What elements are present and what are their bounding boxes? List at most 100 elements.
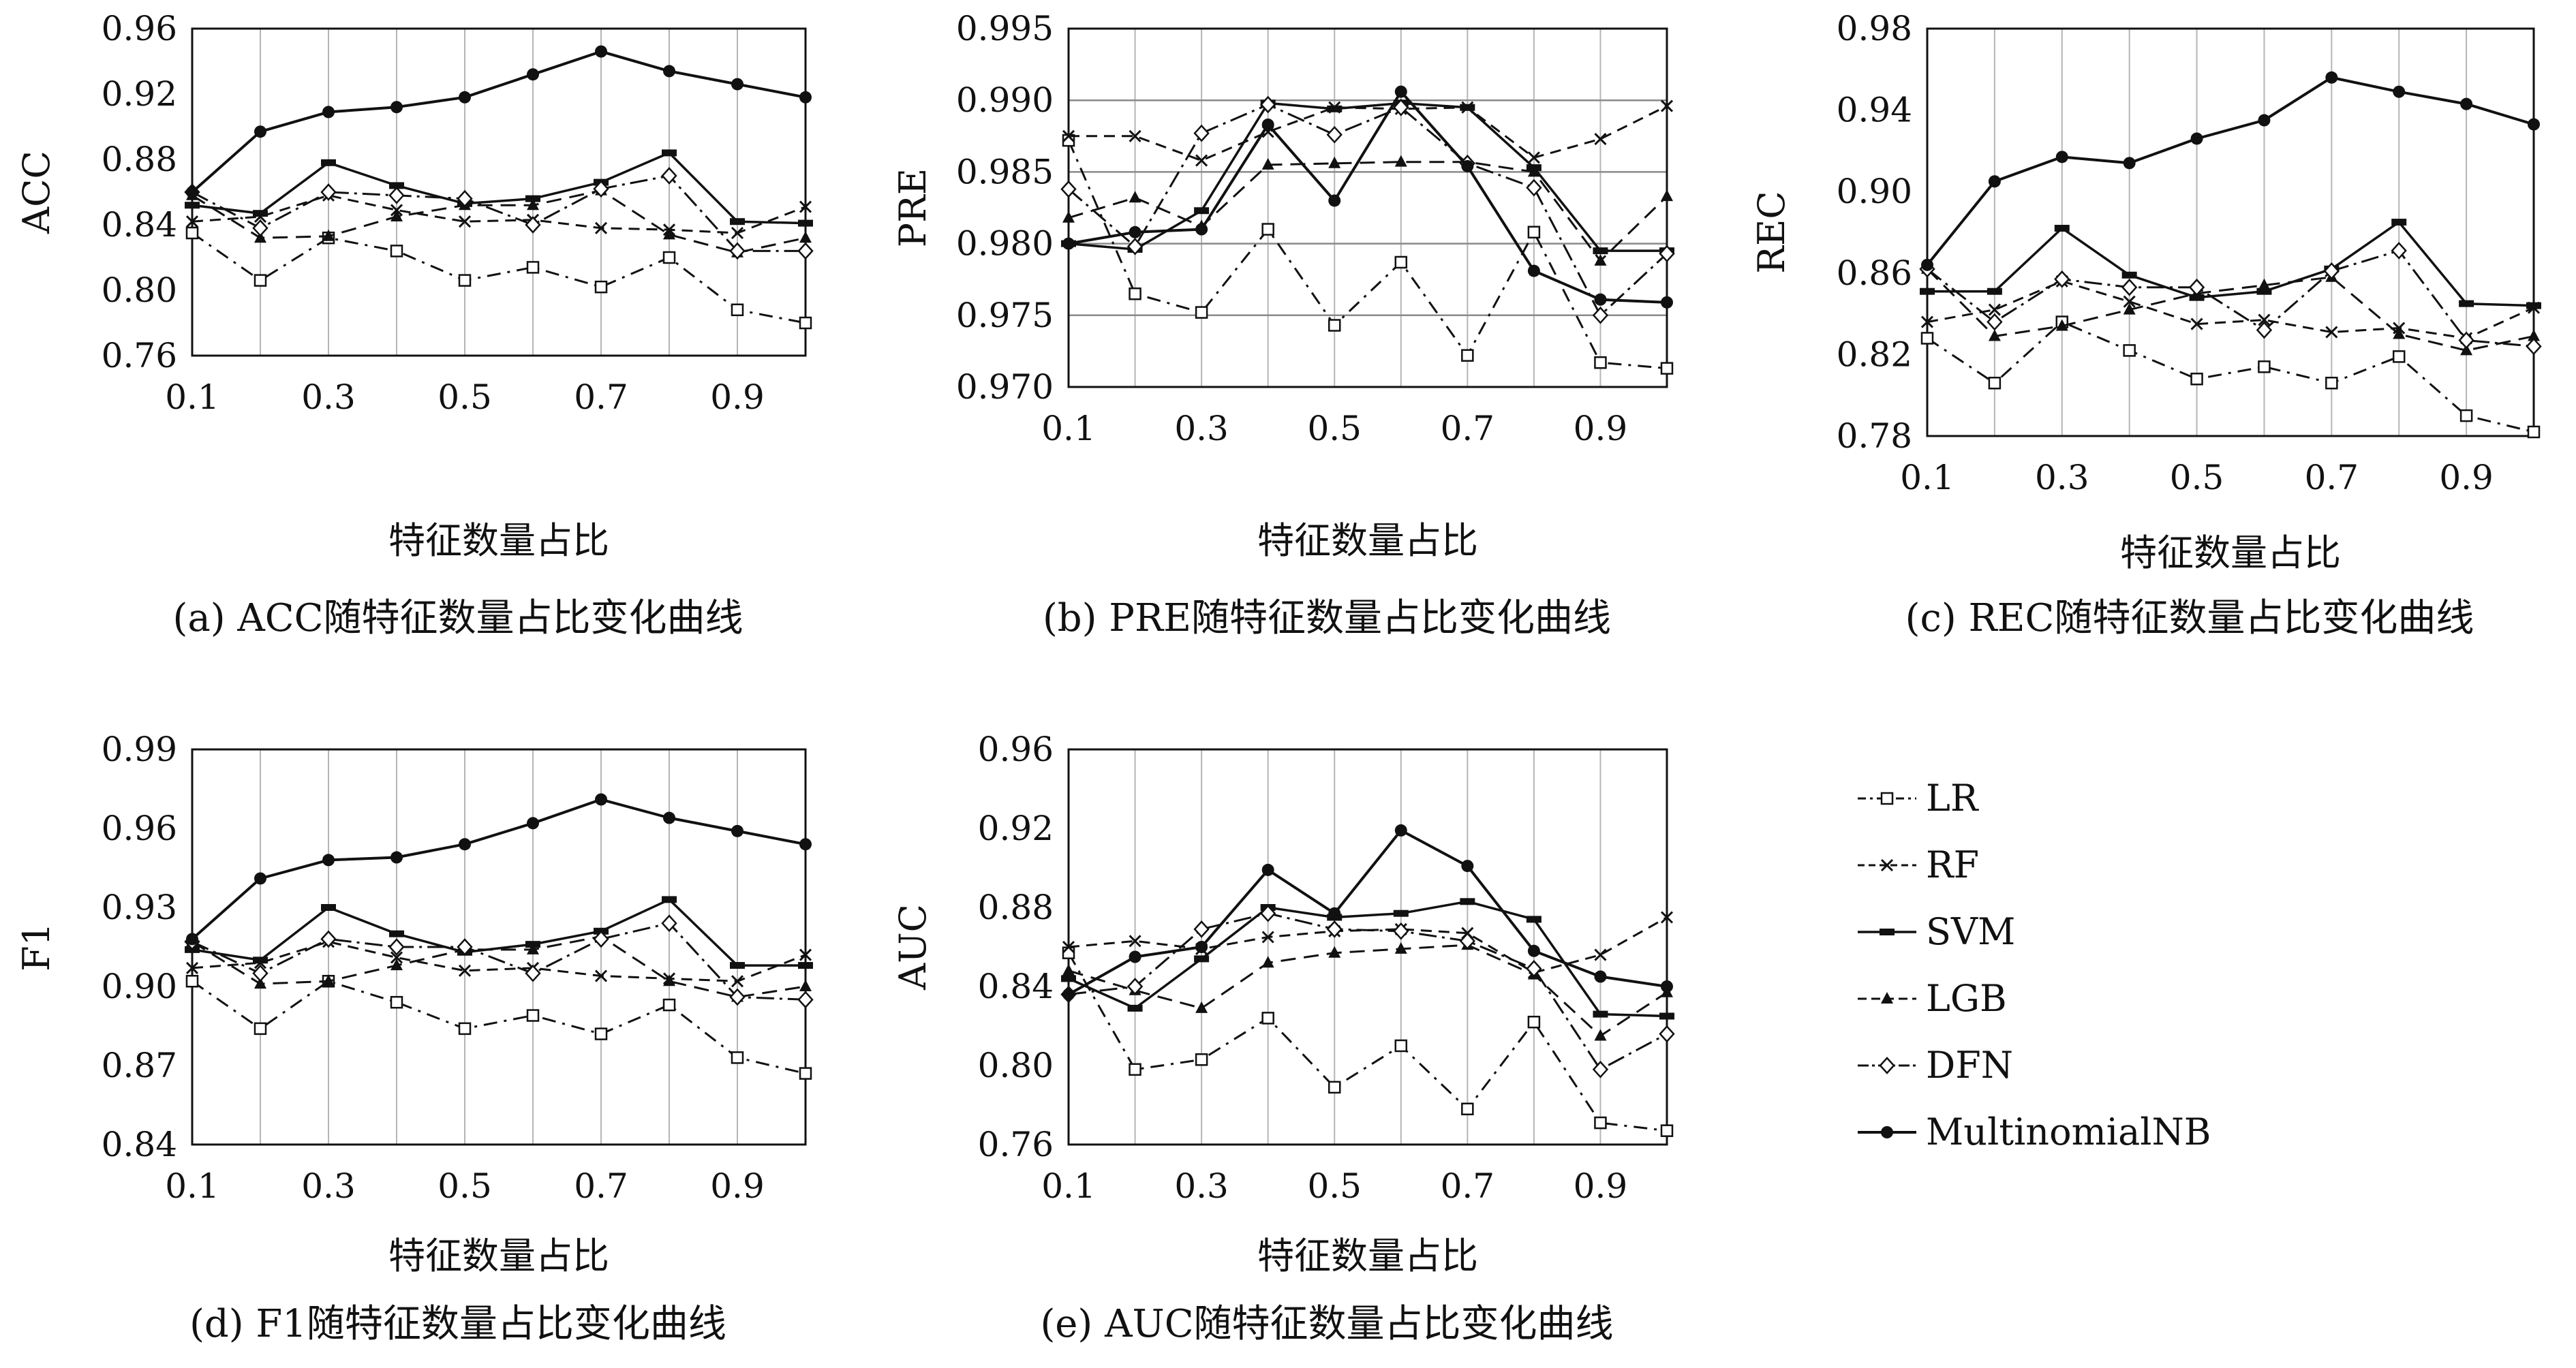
legend-marker: [1881, 992, 1893, 1004]
data-point: [1594, 293, 1607, 306]
data-point: [458, 964, 472, 977]
series-line: [191, 922, 806, 1001]
data-point: [254, 274, 267, 287]
data-point: [1129, 129, 1141, 142]
legend-label: LR: [1926, 777, 1979, 820]
series-line: [1926, 76, 2534, 266]
data-point: [595, 45, 607, 58]
series-multinomialnb: [1062, 85, 1673, 309]
x-tick-label: 0.7: [2305, 458, 2359, 497]
series-line: [1926, 268, 2534, 352]
legend-marker: [1880, 929, 1895, 935]
data-point: [1261, 118, 1274, 131]
y-tick-label: 0.78: [1837, 416, 1912, 456]
data-point: [253, 210, 268, 217]
data-point: [2526, 337, 2542, 356]
y-tick-label: 0.80: [978, 1046, 1054, 1085]
series-dfn: [184, 914, 814, 1009]
legend-label: SVM: [1926, 910, 2015, 953]
data-point: [252, 219, 269, 237]
data-point: [1261, 157, 1274, 170]
data-point: [1328, 946, 1341, 958]
data-point: [799, 1067, 812, 1080]
chart-a: 0.76 0.80 0.84 0.88 0.92 0.96 0.1 0.3 0.5 0.7 0.9 A…: [15, 9, 814, 640]
y-axis-label: AUC: [891, 904, 934, 991]
y-tick-label: 0.96: [102, 9, 177, 48]
legend-marker: [1879, 1057, 1895, 1074]
data-point: [185, 226, 199, 240]
data-point: [1060, 180, 1077, 198]
data-point: [322, 854, 335, 867]
y-tick-label: 0.82: [1837, 335, 1912, 374]
data-point: [731, 78, 743, 91]
data-point: [2256, 321, 2273, 339]
data-point: [252, 964, 269, 982]
x-tick-label: 0.9: [710, 1166, 765, 1206]
data-point: [1062, 963, 1075, 976]
x-tick-label: 0.9: [1574, 409, 1628, 448]
data-point: [1195, 223, 1208, 236]
data-point: [594, 1027, 608, 1040]
legend-item: LGB: [1858, 977, 2007, 1020]
series-svm: [1920, 219, 2541, 309]
data-point: [1660, 911, 1674, 924]
data-point: [1461, 159, 1474, 172]
data-point: [1194, 207, 1210, 215]
y-tick-label: 0.980: [956, 224, 1054, 264]
series-line: [191, 898, 806, 967]
series-line: [1927, 221, 2534, 307]
legend-label: LGB: [1926, 977, 2007, 1020]
y-tick-label: 0.88: [102, 140, 177, 179]
y-tick-label: 0.84: [102, 205, 177, 245]
data-point: [1062, 940, 1075, 954]
data-point: [525, 964, 541, 982]
data-point: [729, 988, 746, 1006]
data-point: [1062, 211, 1075, 223]
data-point: [253, 957, 268, 964]
data-point: [1461, 860, 1474, 873]
data-point: [322, 229, 335, 241]
data-point: [1920, 332, 1934, 345]
data-point: [1129, 287, 1141, 300]
data-point: [389, 182, 404, 189]
data-point: [1987, 313, 2003, 331]
data-point: [1988, 303, 2001, 316]
data-point: [1394, 824, 1407, 837]
data-point: [799, 91, 812, 104]
data-point: [321, 159, 336, 166]
legend-item: MultinomialNB: [1858, 1110, 2211, 1153]
data-point: [2393, 327, 2406, 339]
data-point: [320, 930, 337, 948]
data-point: [1326, 125, 1343, 144]
plot-area-frame: [1067, 27, 1668, 388]
data-point: [2123, 302, 2136, 315]
series-line: [191, 151, 806, 225]
plot-area-frame: [1926, 27, 2535, 437]
legend-item: SVM: [1858, 910, 2015, 953]
data-point: [1527, 1015, 1541, 1029]
series-line: [191, 798, 806, 940]
data-point: [1921, 258, 1933, 271]
data-point: [1261, 956, 1274, 968]
x-tick-label: 0.7: [574, 1166, 628, 1206]
data-point: [799, 231, 812, 243]
x-axis-label: 特征数量占比: [1257, 519, 1478, 562]
data-point: [1259, 904, 1276, 922]
data-point: [2460, 97, 2473, 110]
series-lr: [185, 975, 812, 1080]
data-point: [799, 200, 812, 213]
data-point: [2258, 114, 2271, 127]
data-point: [1527, 264, 1540, 277]
x-tick-label: 0.7: [1441, 1166, 1495, 1206]
series-line: [191, 940, 806, 982]
data-point: [1660, 99, 1674, 112]
data-point: [390, 245, 403, 258]
data-point: [1195, 1053, 1208, 1066]
data-point: [1659, 1025, 1675, 1043]
data-point: [2258, 360, 2271, 373]
x-tick-label: 0.3: [301, 377, 356, 417]
chart-c: 0.78 0.82 0.86 0.90 0.94 0.98 0.1 0.3 0.5 0.7 0.9 R…: [1750, 9, 2542, 640]
data-point: [322, 974, 335, 986]
data-point: [2527, 425, 2541, 439]
data-point: [1661, 189, 1673, 202]
